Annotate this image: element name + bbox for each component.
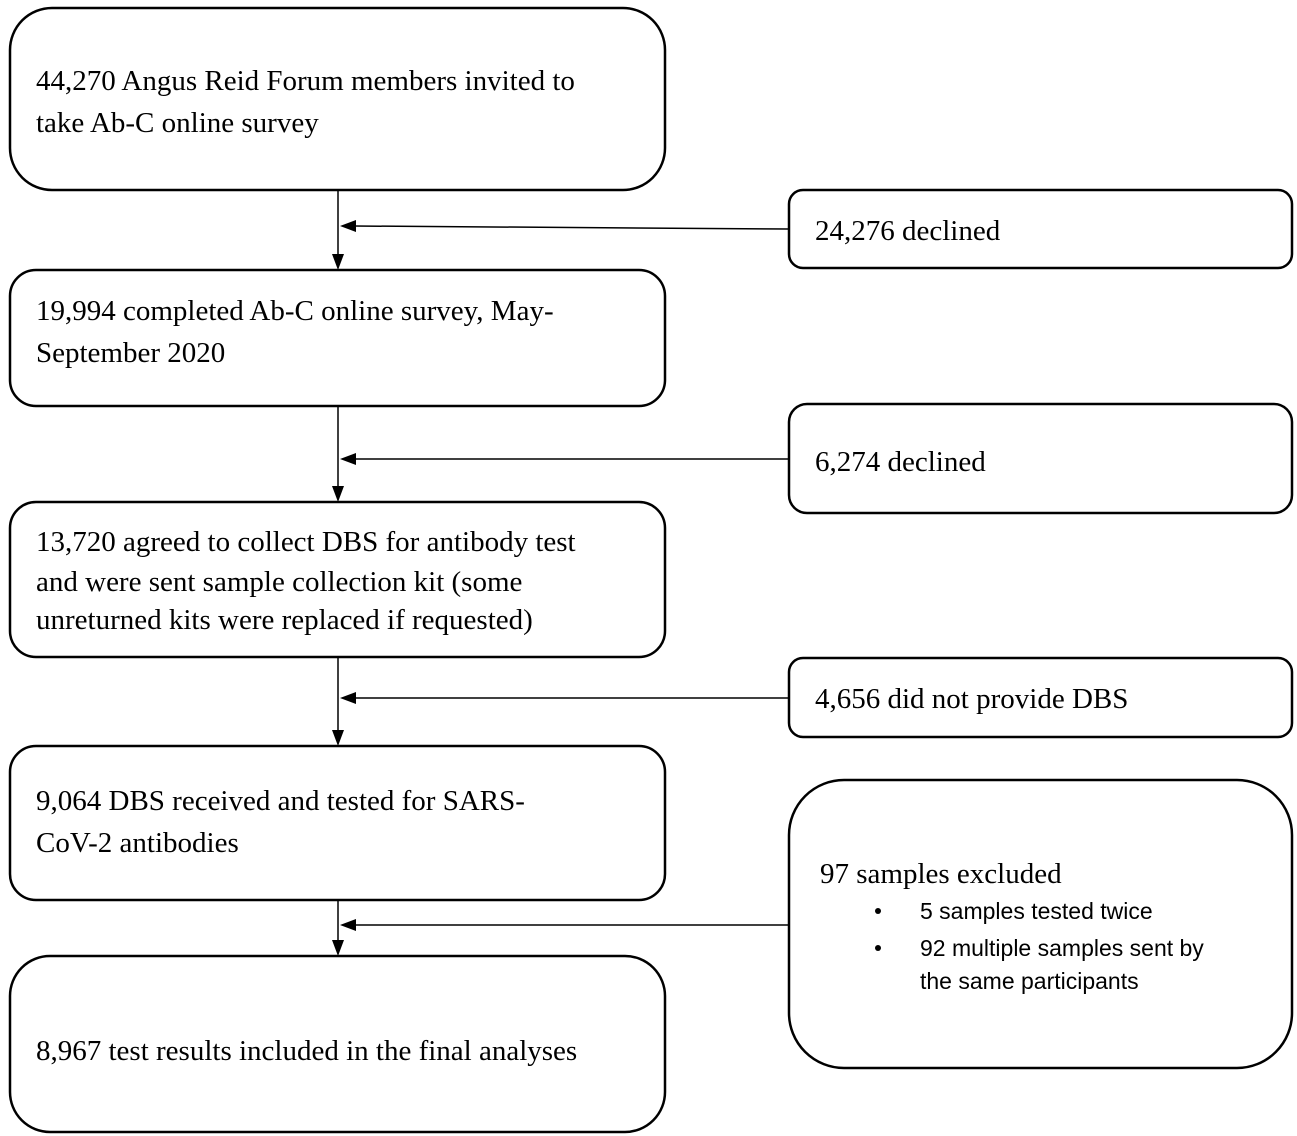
- box: [8, 6, 667, 192]
- bullet: [875, 908, 881, 914]
- box-text: 9,064 DBS received and tested for SARS-: [36, 785, 525, 817]
- arrow: [353, 225, 790, 230]
- box-text: 19,994 completed Ab-C online survey, May…: [36, 295, 554, 327]
- box: [8, 744, 667, 902]
- side-text: 4,656 did not provide DBS: [815, 683, 1128, 715]
- side-text: 97 samples excluded: [820, 858, 1062, 890]
- side-box: [787, 778, 1294, 1070]
- box-text: take Ab-C online survey: [36, 107, 319, 139]
- box-text: CoV-2 antibodies: [36, 827, 239, 859]
- bullet-text: the same participants: [920, 968, 1139, 994]
- box-text: unreturned kits were replaced if request…: [36, 604, 533, 636]
- box-text: 44,270 Angus Reid Forum members invited …: [36, 65, 575, 97]
- bullet-text: 92 multiple samples sent by: [920, 935, 1204, 961]
- arrow-head: [340, 453, 356, 465]
- arrow-head: [332, 940, 344, 956]
- box: [8, 954, 667, 1134]
- side-text: 6,274 declined: [815, 446, 986, 478]
- arrow-head: [332, 254, 344, 270]
- side-text: 24,276 declined: [815, 215, 1001, 247]
- arrow-head: [340, 220, 356, 232]
- box-text: 8,967 test results included in the final…: [36, 1035, 577, 1067]
- box-text: 13,720 agreed to collect DBS for antibod…: [36, 526, 576, 558]
- box-text: and were sent sample collection kit (som…: [36, 566, 522, 598]
- bullet: [875, 945, 881, 951]
- bullet-text: 5 samples tested twice: [920, 898, 1153, 924]
- arrow-head: [332, 730, 344, 746]
- arrow-head: [340, 692, 356, 704]
- box-text: September 2020: [36, 337, 225, 369]
- arrow-head: [332, 486, 344, 502]
- arrow-head: [340, 919, 356, 931]
